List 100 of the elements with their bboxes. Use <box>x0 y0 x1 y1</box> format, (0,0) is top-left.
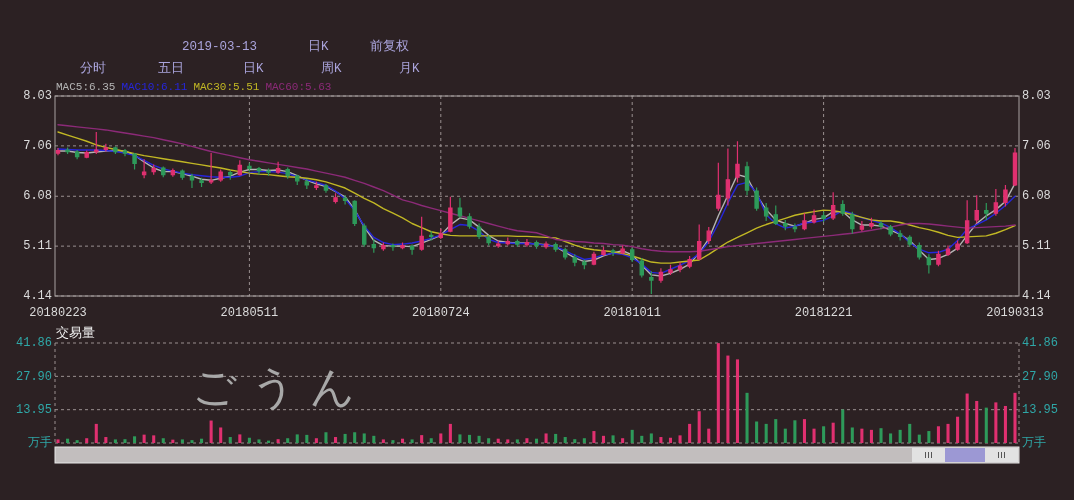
bar <box>276 439 280 443</box>
candlestick <box>524 238 530 248</box>
bar <box>295 434 299 443</box>
candlestick <box>515 238 520 248</box>
text: 日K <box>308 40 329 54</box>
candlestick <box>936 250 941 267</box>
bar <box>56 439 60 443</box>
bar <box>171 439 175 443</box>
y2-tick-label: 6.08 <box>1022 189 1051 204</box>
candlestick <box>543 240 549 250</box>
text: 前复权 <box>370 39 409 54</box>
candlestick <box>94 131 99 155</box>
candlestick <box>199 177 204 188</box>
candlestick <box>696 223 702 261</box>
candlestick <box>917 241 922 261</box>
candlestick <box>964 199 970 245</box>
bar <box>793 420 797 443</box>
bar <box>850 427 854 443</box>
candlestick <box>323 183 329 194</box>
text: 2019-03-13 <box>182 40 258 54</box>
bar <box>506 439 510 443</box>
bar <box>353 432 357 443</box>
candlestick <box>553 241 558 253</box>
bar <box>898 429 902 443</box>
candlestick <box>601 246 606 257</box>
bar <box>678 435 682 443</box>
bar <box>745 392 749 443</box>
y-tick-label: 万手 <box>28 435 52 451</box>
bar <box>573 439 577 443</box>
bar <box>889 433 893 443</box>
bar <box>534 438 539 443</box>
candlestick <box>582 258 587 270</box>
x-tick-label: 20180223 <box>29 306 87 321</box>
bar <box>917 434 921 443</box>
x-tick-label: 20181011 <box>603 306 661 321</box>
bar <box>477 435 481 443</box>
bar <box>994 402 998 443</box>
bar <box>515 439 519 443</box>
candlestick <box>620 245 625 255</box>
bar <box>133 436 137 443</box>
bar <box>85 438 89 443</box>
candlestick <box>476 222 482 240</box>
bar <box>142 434 146 443</box>
candlestick <box>610 248 616 257</box>
candlestick <box>247 162 252 173</box>
bar <box>1013 392 1017 443</box>
candlestick <box>534 239 539 250</box>
bar <box>381 439 385 443</box>
chart-title: 交易量 <box>56 325 95 340</box>
bar <box>946 423 950 443</box>
bar <box>429 438 433 443</box>
candlestick <box>993 188 999 217</box>
text: MAC5:6.35 <box>56 81 116 93</box>
bar <box>764 423 768 443</box>
y-tick-label: 7.06 <box>23 139 52 154</box>
text: MAC30:5.51 <box>193 81 260 93</box>
bar <box>735 359 739 443</box>
candlestick <box>668 264 673 276</box>
bar <box>525 438 529 443</box>
y2-tick-label: 13.95 <box>1022 402 1059 417</box>
bar <box>879 428 883 443</box>
bar <box>161 438 165 443</box>
bar <box>113 439 117 443</box>
bar <box>869 429 873 443</box>
candlestick <box>888 224 893 237</box>
bar <box>324 432 328 443</box>
candlestick <box>448 196 453 233</box>
y2-tick-label: 5.11 <box>1022 239 1051 254</box>
candlestick <box>984 202 989 221</box>
bar <box>640 435 644 443</box>
bar <box>726 355 730 443</box>
bar <box>228 437 232 443</box>
candlestick <box>926 253 932 274</box>
bar <box>630 429 634 443</box>
candlestick <box>591 251 597 266</box>
bar <box>592 431 596 443</box>
bar <box>190 440 194 443</box>
candlestick <box>467 212 472 230</box>
candlestick <box>161 165 166 178</box>
candlestick <box>409 243 415 256</box>
y-tick-label: 8.03 <box>23 89 52 104</box>
bar <box>697 411 701 443</box>
candlestick <box>1012 147 1018 187</box>
candlestick <box>716 162 721 212</box>
candlestick <box>400 241 405 250</box>
y2-tick-label: 27.90 <box>1022 369 1059 384</box>
bar <box>668 437 673 443</box>
bar <box>439 433 443 443</box>
candlestick <box>754 186 759 212</box>
bar <box>180 439 184 443</box>
bar <box>1003 405 1007 443</box>
bar <box>372 435 376 443</box>
bar <box>391 440 395 443</box>
candlestick <box>830 191 836 221</box>
candlestick <box>639 257 644 279</box>
bar <box>343 433 347 443</box>
bar <box>75 440 79 443</box>
candlestick <box>850 211 855 235</box>
bar <box>755 421 759 443</box>
candlestick <box>744 161 750 196</box>
